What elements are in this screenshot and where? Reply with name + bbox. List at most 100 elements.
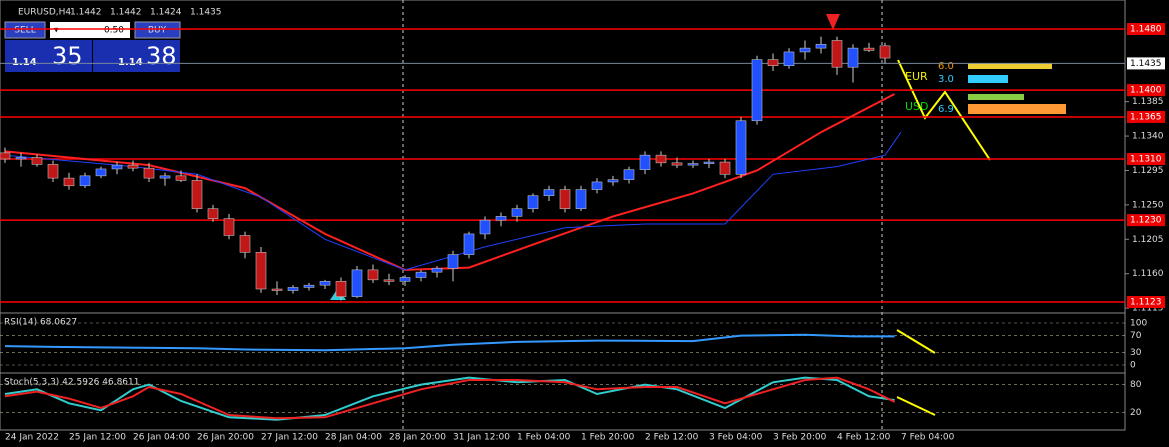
candle-body: [463, 233, 475, 255]
candle-body: [303, 284, 315, 288]
candle-body: [479, 219, 491, 235]
price-tick-label: 1.1160: [1132, 269, 1164, 279]
stoch-tick-label: 20: [1130, 408, 1142, 418]
price-tick-label: 1.1385: [1132, 97, 1164, 107]
bid-small: 35: [52, 42, 83, 70]
trade-panel: SELL ▾ 0.50 BUY 1.14 35 1.14 38: [4, 21, 181, 72]
candle-body: [799, 47, 811, 53]
candle-body: [287, 287, 299, 291]
forecast-arrows: [896, 59, 991, 416]
ask-box: [93, 40, 180, 72]
candle-body: [383, 279, 395, 282]
time-label: 3 Feb 20:00: [773, 433, 827, 443]
arrow: [897, 59, 991, 161]
lot-input[interactable]: [50, 22, 130, 38]
level-label: 1.1310: [1130, 154, 1162, 164]
candle-body: [351, 269, 363, 297]
candle-body: [831, 40, 843, 68]
level-tag: [1127, 110, 1165, 123]
candle-body: [47, 164, 59, 179]
time-label: 4 Feb 12:00: [837, 433, 891, 443]
time-label: 25 Jan 12:00: [69, 433, 126, 443]
arrow: [896, 329, 936, 354]
candle-body: [879, 45, 891, 59]
candle-body: [127, 164, 139, 169]
candle-body: [639, 154, 651, 171]
price-tick-label: 1.1340: [1132, 132, 1164, 142]
rsi-tick-label: 0: [1130, 361, 1136, 371]
ohlc-value: 1.1435: [190, 8, 222, 18]
time-label: 28 Jan 04:00: [325, 433, 382, 443]
symbol: EURUSD,H4: [18, 8, 71, 18]
candle-body: [95, 168, 107, 177]
ohlc-value: 1.1442: [70, 8, 102, 18]
time-label: 1 Feb 20:00: [581, 433, 635, 443]
ohlc-value: 1.1442: [110, 8, 142, 18]
level-label: 1.1480: [1130, 25, 1162, 35]
bid-big: 1.14: [12, 57, 37, 68]
level-tag: [1127, 152, 1165, 165]
candle-body: [527, 195, 539, 210]
usd-value: 6.9: [938, 104, 954, 115]
candle-body: [63, 177, 75, 187]
buy-button[interactable]: [134, 21, 181, 39]
rsi-tick-label: 70: [1130, 331, 1142, 341]
candle-body: [143, 167, 155, 179]
candle-body: [447, 254, 459, 269]
current-price-label: 1.1435: [1130, 59, 1162, 69]
time-label: 1 Feb 04:00: [517, 433, 571, 443]
eur-label: EUR: [905, 70, 928, 83]
level-tag: [1127, 84, 1165, 97]
candle-body: [671, 162, 683, 166]
candle-body: [735, 120, 747, 175]
ohlc-value: 1.1424: [150, 8, 182, 18]
candle-body: [863, 47, 875, 51]
sell-button[interactable]: [4, 21, 46, 39]
candle-body: [655, 154, 667, 164]
candle-body: [719, 161, 731, 175]
time-label: 31 Jan 12:00: [453, 433, 510, 443]
candle-body: [319, 281, 331, 286]
strength-bars: [968, 63, 1066, 114]
arrow: [896, 396, 936, 416]
candle-body: [431, 268, 443, 273]
time-label: 28 Jan 20:00: [389, 433, 446, 443]
strength-bar: [968, 94, 1024, 100]
ma-line: [4, 93, 896, 271]
candle-body: [783, 51, 795, 67]
rsi-tick-label: 30: [1130, 348, 1142, 358]
ma-line: [4, 131, 902, 271]
strength-bar: [968, 63, 1052, 69]
candle-body: [31, 157, 43, 165]
eur-value: 6.0: [938, 61, 954, 72]
candle-body: [751, 59, 763, 122]
candle-body: [559, 189, 571, 210]
time-label: 26 Jan 04:00: [133, 433, 190, 443]
candle-body: [687, 163, 699, 166]
lot-down: ▾: [54, 26, 59, 36]
candle-body: [703, 161, 715, 164]
candle-body: [367, 269, 379, 281]
stoch-tick-label: 80: [1130, 380, 1142, 390]
candle-body: [271, 288, 283, 291]
candle-body: [575, 189, 587, 210]
level-label: 1.1123: [1130, 297, 1162, 307]
time-label: 27 Jan 12:00: [261, 433, 318, 443]
candle-body: [207, 208, 219, 219]
candle-body: [511, 208, 523, 217]
candle-body: [239, 235, 251, 253]
sell-signal-arrow: [826, 14, 840, 30]
candle-body: [495, 216, 507, 221]
time-label: 24 Jan 2022: [5, 433, 59, 443]
price-tick-label: 1.1250: [1132, 200, 1164, 210]
buy-label: BUY: [148, 26, 167, 36]
candle-body: [591, 181, 603, 190]
strength-bar: [968, 104, 1066, 114]
rsi-line: [4, 333, 895, 352]
time-label: 7 Feb 04:00: [901, 433, 955, 443]
price-tick-label: 1.1205: [1132, 235, 1164, 245]
bid-box: [5, 40, 92, 72]
lot-value: 0.50: [104, 26, 124, 36]
sell-label: SELL: [14, 26, 35, 36]
